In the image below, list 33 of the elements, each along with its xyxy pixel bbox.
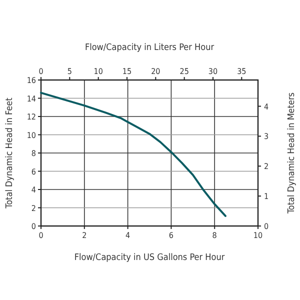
x-tick-label: 2 [82, 231, 87, 240]
y-axis-title: Total Dynamic Head in Feet [5, 98, 15, 210]
y-tick-label: 14 [26, 94, 36, 104]
y2-tick-label: 0 [264, 222, 269, 231]
y-tick-label: 2 [31, 204, 36, 213]
y2-tick-label: 2 [264, 162, 269, 172]
x-tick-label: 10 [253, 231, 263, 240]
x2-tick-label: 20 [151, 67, 161, 76]
x-axis-title: Flow/Capacity in US Gallons Per Hour [74, 253, 226, 263]
x2-tick-label: 10 [94, 67, 104, 76]
y-tick-label: 8 [31, 149, 36, 158]
line-series [40, 92, 226, 217]
x2-tick-label: 15 [122, 67, 132, 76]
y-tick-label: 12 [26, 112, 36, 122]
y-tick-label: 4 [31, 186, 36, 194]
x2-tick-label: 30 [208, 67, 218, 76]
x2-tick-label: 5 [67, 67, 72, 76]
y2-tick-label: 3 [264, 132, 269, 142]
x2-tick-label: 35 [237, 67, 246, 76]
x2-tick-label: 0 [38, 67, 44, 76]
y2-tick-label: 4 [264, 102, 269, 112]
x-tick-label: 8 [212, 231, 218, 240]
y-tick-label: 6 [31, 167, 36, 176]
x2-axis-title: Flow/Capacity in Liters Per Hour [84, 43, 215, 53]
y-tick-label: 10 [26, 130, 36, 140]
y2-axis-title: Total Dynamic Head in Meters [287, 92, 297, 214]
y-tick-label: 16 [26, 76, 36, 85]
x2-tick-label: 25 [180, 67, 189, 76]
y2-tick-label: 1 [264, 192, 269, 202]
x-tick-label: 6 [168, 231, 174, 240]
x-tick-label: 0 [38, 231, 44, 240]
x-tick-label: 4 [126, 231, 131, 240]
y-tick-label: 0 [31, 222, 36, 231]
